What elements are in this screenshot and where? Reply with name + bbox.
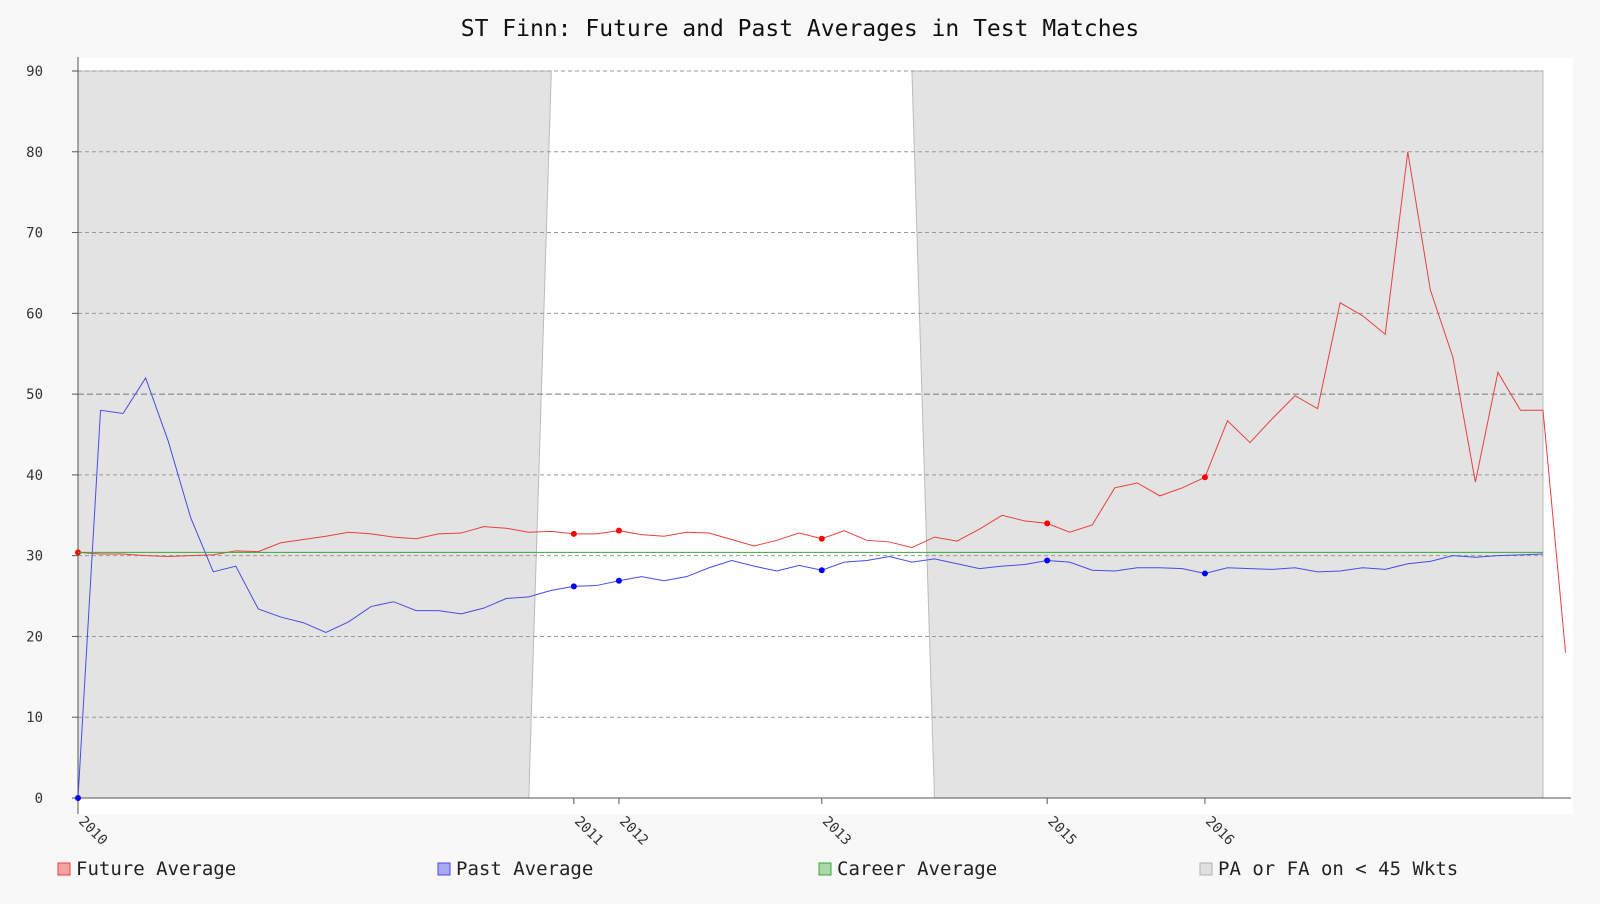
series-lines bbox=[75, 151, 1567, 801]
past-average-marker bbox=[75, 795, 81, 801]
past-average-marker bbox=[1044, 557, 1051, 564]
legend-swatch bbox=[1199, 862, 1213, 876]
y-tick-label: 80 bbox=[26, 145, 43, 161]
past-average-marker bbox=[615, 577, 622, 584]
x-tick-label: 2011 bbox=[571, 814, 606, 849]
past-average-marker bbox=[570, 583, 577, 590]
y-tick-label: 0 bbox=[35, 791, 43, 807]
y-tick-label: 20 bbox=[26, 629, 43, 645]
future-average-marker bbox=[818, 535, 825, 542]
past-average-marker bbox=[818, 567, 825, 574]
past-average-marker bbox=[1201, 570, 1208, 577]
legend-label: Future Average bbox=[76, 858, 236, 880]
y-tick-label: 10 bbox=[26, 710, 43, 726]
future-average-marker bbox=[615, 527, 622, 534]
x-tick-label: 2015 bbox=[1044, 814, 1079, 849]
legend-swatch bbox=[437, 862, 451, 876]
shaded-region-0 bbox=[77, 70, 552, 799]
x-tick-label: 2016 bbox=[1202, 814, 1237, 849]
legend-label: Past Average bbox=[456, 858, 593, 880]
y-tick-label: 70 bbox=[26, 226, 43, 242]
x-tick-label: 2010 bbox=[75, 814, 110, 849]
future-average-marker bbox=[570, 530, 577, 537]
chart-title: ST Finn: Future and Past Averages in Tes… bbox=[461, 16, 1140, 42]
grid-lines bbox=[78, 70, 1543, 718]
y-tick-label: 60 bbox=[26, 306, 43, 322]
shaded-regions bbox=[77, 70, 1544, 799]
future-average-marker bbox=[1044, 520, 1051, 527]
legend-label: PA or FA on < 45 Wkts bbox=[1218, 858, 1458, 880]
y-tick-label: 50 bbox=[26, 387, 43, 403]
legend-swatch bbox=[57, 862, 71, 876]
legend: Future Average Past Average Career Average… bbox=[57, 858, 1458, 880]
past-average-line bbox=[77, 376, 1544, 799]
future-average-marker bbox=[1201, 474, 1208, 481]
y-tick-label: 30 bbox=[26, 549, 43, 565]
shaded-region-1 bbox=[911, 70, 1544, 799]
legend-label: Career Average bbox=[837, 858, 997, 880]
x-tick-label: 2012 bbox=[616, 814, 651, 849]
y-tick-label: 90 bbox=[26, 64, 43, 80]
y-tick-label: 40 bbox=[26, 468, 43, 484]
x-tick-label: 2013 bbox=[819, 814, 854, 849]
legend-swatch bbox=[818, 862, 832, 876]
